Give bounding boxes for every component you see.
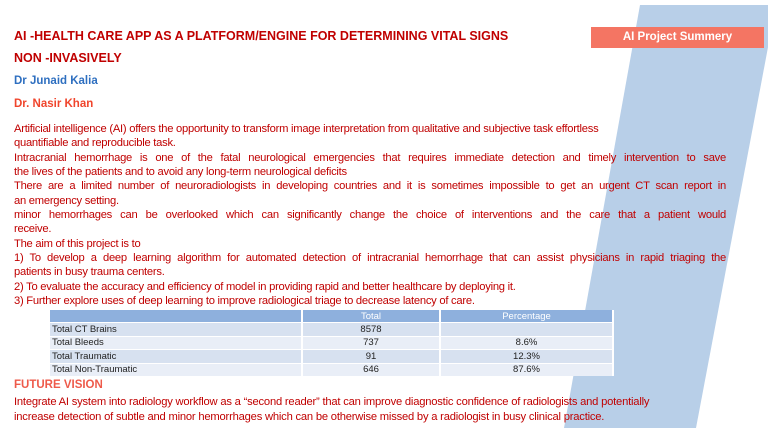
- header-percentage: Percentage: [440, 310, 614, 323]
- row-percentage: [440, 322, 614, 336]
- row-label: Total Bleeds: [50, 335, 303, 350]
- project-summary-badge: AI Project Summery: [591, 27, 764, 48]
- summary-body: Artificial intelligence (AI) offers the …: [14, 122, 726, 308]
- future-vision-line: increase detection of subtle and minor h…: [14, 410, 605, 423]
- body-line: 3) Further explore uses of deep learning…: [14, 295, 475, 308]
- row-percentage: 12.3%: [440, 349, 614, 363]
- author-nasir-khan: Dr. Nasir Khan: [14, 98, 94, 110]
- author-junaid-kalia: Dr Junaid Kalia: [14, 75, 98, 87]
- body-line: the lives of the patients and to avoid a…: [14, 166, 347, 179]
- title-line-2: NON -INVASIVELY: [14, 51, 122, 65]
- body-line: quantifiable and reproducible task.: [14, 137, 176, 150]
- body-line: patients in busy trauma centers.: [14, 266, 165, 279]
- body-line: minor hemorrhages can be overlooked whic…: [14, 209, 726, 222]
- table-row: Total Bleeds 737 8.6%: [50, 335, 614, 350]
- body-line: Intracranial hemorrhage is one of the fa…: [14, 151, 726, 164]
- header-label: [50, 310, 303, 323]
- title-line-1: AI -HEALTH CARE APP AS A PLATFORM/ENGINE…: [14, 29, 509, 43]
- body-line: There are a limited number of neuroradio…: [14, 180, 726, 193]
- row-total: 646: [302, 362, 441, 376]
- row-label: Total CT Brains: [50, 322, 303, 336]
- row-percentage: 8.6%: [440, 335, 614, 350]
- row-percentage: 87.6%: [440, 362, 614, 376]
- table-header-row: Total Percentage: [50, 310, 614, 323]
- body-line: 1) To develop a deep learning algorithm …: [14, 252, 726, 265]
- row-total: 737: [302, 335, 441, 350]
- statistics-table: Total Percentage Total CT Brains 8578 To…: [50, 310, 614, 376]
- row-total: 8578: [302, 322, 441, 336]
- table-row: Total Non-Traumatic 646 87.6%: [50, 362, 614, 376]
- table-row: Total Traumatic 91 12.3%: [50, 349, 614, 363]
- body-line: 2) To evaluate the accuracy and efficien…: [14, 280, 516, 293]
- table-row: Total CT Brains 8578: [50, 322, 614, 336]
- body-line: an emergency setting.: [14, 194, 119, 207]
- row-total: 91: [302, 349, 441, 363]
- future-vision-text: Integrate AI system into radiology workf…: [14, 395, 734, 424]
- header-total: Total: [302, 310, 441, 323]
- future-vision-heading: FUTURE VISION: [14, 379, 103, 391]
- body-line: The aim of this project is to: [14, 237, 141, 250]
- body-line: receive.: [14, 223, 52, 236]
- body-line: Artificial intelligence (AI) offers the …: [14, 123, 599, 135]
- row-label: Total Traumatic: [50, 349, 303, 363]
- future-vision-line: Integrate AI system into radiology workf…: [14, 396, 650, 408]
- row-label: Total Non-Traumatic: [50, 362, 303, 376]
